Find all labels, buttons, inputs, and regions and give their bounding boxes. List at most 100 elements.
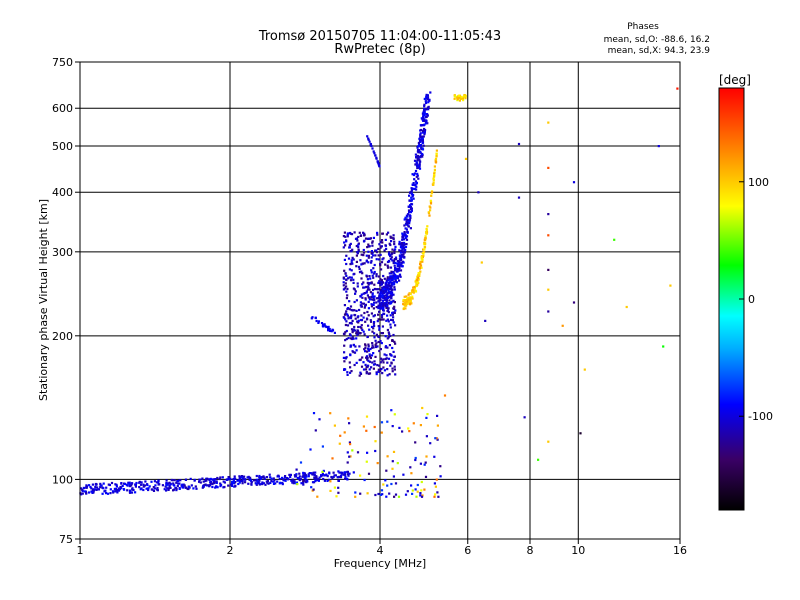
e-region-point: [311, 481, 315, 484]
spread-f-point: [345, 329, 348, 333]
o-trace-point: [382, 306, 385, 309]
o-trace-point: [405, 235, 408, 238]
spread-f-point: [369, 277, 372, 280]
e-region-point: [221, 476, 224, 479]
x-axis-label: Frequency [MHz]: [334, 557, 426, 570]
sporadic-point: [424, 475, 428, 478]
e-region-point: [288, 473, 291, 476]
spread-f-point: [367, 243, 370, 246]
sporadic-point: [397, 495, 401, 498]
e-region-point: [302, 471, 305, 474]
e-region-point: [138, 486, 141, 489]
spread-f-point: [386, 266, 390, 269]
spread-f-point: [367, 324, 370, 327]
isolated-point: [625, 305, 628, 309]
spread-f-point: [366, 294, 369, 297]
e-region-point: [303, 479, 306, 482]
sporadic-point: [393, 413, 396, 416]
e-region-point: [184, 478, 187, 481]
o-trace-point: [408, 191, 412, 194]
spread-f-point: [379, 253, 382, 256]
spread-f-point: [389, 257, 392, 261]
e-region-point: [291, 481, 294, 484]
isolated-point: [464, 157, 468, 160]
sporadic-point: [408, 430, 411, 433]
o-trace-point: [412, 182, 415, 185]
spread-f-point: [346, 232, 349, 235]
spread-f-point: [348, 308, 351, 311]
e-region-point: [323, 479, 326, 482]
sporadic-point: [376, 462, 379, 465]
sporadic-point: [414, 441, 417, 444]
spread-f-point: [390, 270, 393, 273]
x-cusp-point: [458, 99, 461, 102]
o-trace-point: [401, 236, 404, 239]
e-region-point: [174, 486, 177, 489]
x-trace-point: [408, 302, 412, 305]
x-trace-point: [409, 292, 412, 296]
e-region-point: [165, 479, 168, 482]
spread-f-point: [357, 243, 360, 246]
o-trace-point: [424, 129, 427, 132]
o-trace-point: [382, 289, 386, 292]
sporadic-point: [414, 456, 417, 460]
sporadic-point: [388, 492, 391, 495]
spread-f-point: [392, 321, 395, 324]
spread-f-point: [346, 371, 349, 374]
spread-f-point: [353, 231, 356, 234]
isolated-point: [561, 324, 564, 327]
e-region-point: [102, 487, 105, 490]
spread-f-point: [343, 304, 346, 307]
isolated-point: [676, 87, 679, 90]
spread-f-point: [386, 368, 389, 371]
spread-f-point: [394, 324, 397, 327]
spread-f-point: [348, 231, 352, 235]
o-trace-point: [403, 218, 406, 221]
x-trace-point: [419, 263, 422, 266]
e-region-point: [302, 481, 305, 484]
e-region-point: [238, 481, 241, 484]
e-region-point: [147, 487, 150, 490]
spread-f-point: [352, 258, 355, 261]
isolated-point: [547, 213, 550, 216]
sporadic-point: [390, 482, 393, 486]
spread-f-point: [369, 291, 372, 294]
spread-f-point: [351, 336, 354, 339]
o-trace-point: [392, 293, 395, 296]
e-region-point: [150, 480, 153, 483]
o-trace-point: [380, 294, 383, 297]
sporadic-point: [419, 494, 422, 497]
x-trace-point: [419, 270, 422, 273]
o-trace-point: [384, 284, 388, 288]
sporadic-point: [425, 416, 428, 419]
sporadic-point: [354, 491, 357, 494]
e-region-point: [229, 483, 232, 486]
o-trace-point: [376, 160, 379, 163]
spread-f-point: [378, 364, 381, 367]
spread-f-point: [362, 361, 365, 364]
o-trace-point: [385, 304, 389, 307]
spread-f-point: [389, 326, 392, 329]
sporadic-point: [421, 494, 424, 497]
spread-f-point: [370, 269, 373, 272]
spread-f-point: [376, 233, 379, 236]
o-trace-point: [401, 238, 404, 241]
x-trace-point: [423, 243, 426, 246]
e-region-point: [176, 484, 179, 488]
x-tick-label: 10: [571, 544, 585, 557]
o-trace-point: [406, 213, 410, 216]
isolated-point: [662, 345, 665, 348]
spread-f-point: [359, 318, 363, 322]
o-trace-point: [420, 117, 423, 120]
o-trace-point: [414, 183, 417, 186]
o-trace-point: [422, 135, 425, 138]
sporadic-point: [402, 473, 405, 476]
spread-f-point: [351, 248, 354, 251]
e-region-point: [255, 483, 258, 486]
o-trace-point: [412, 193, 415, 196]
e-region-point: [203, 483, 206, 487]
e-region-point: [152, 486, 155, 489]
e-region-point: [282, 479, 285, 482]
o-trace-point: [424, 121, 427, 124]
o-trace-point: [426, 94, 429, 97]
